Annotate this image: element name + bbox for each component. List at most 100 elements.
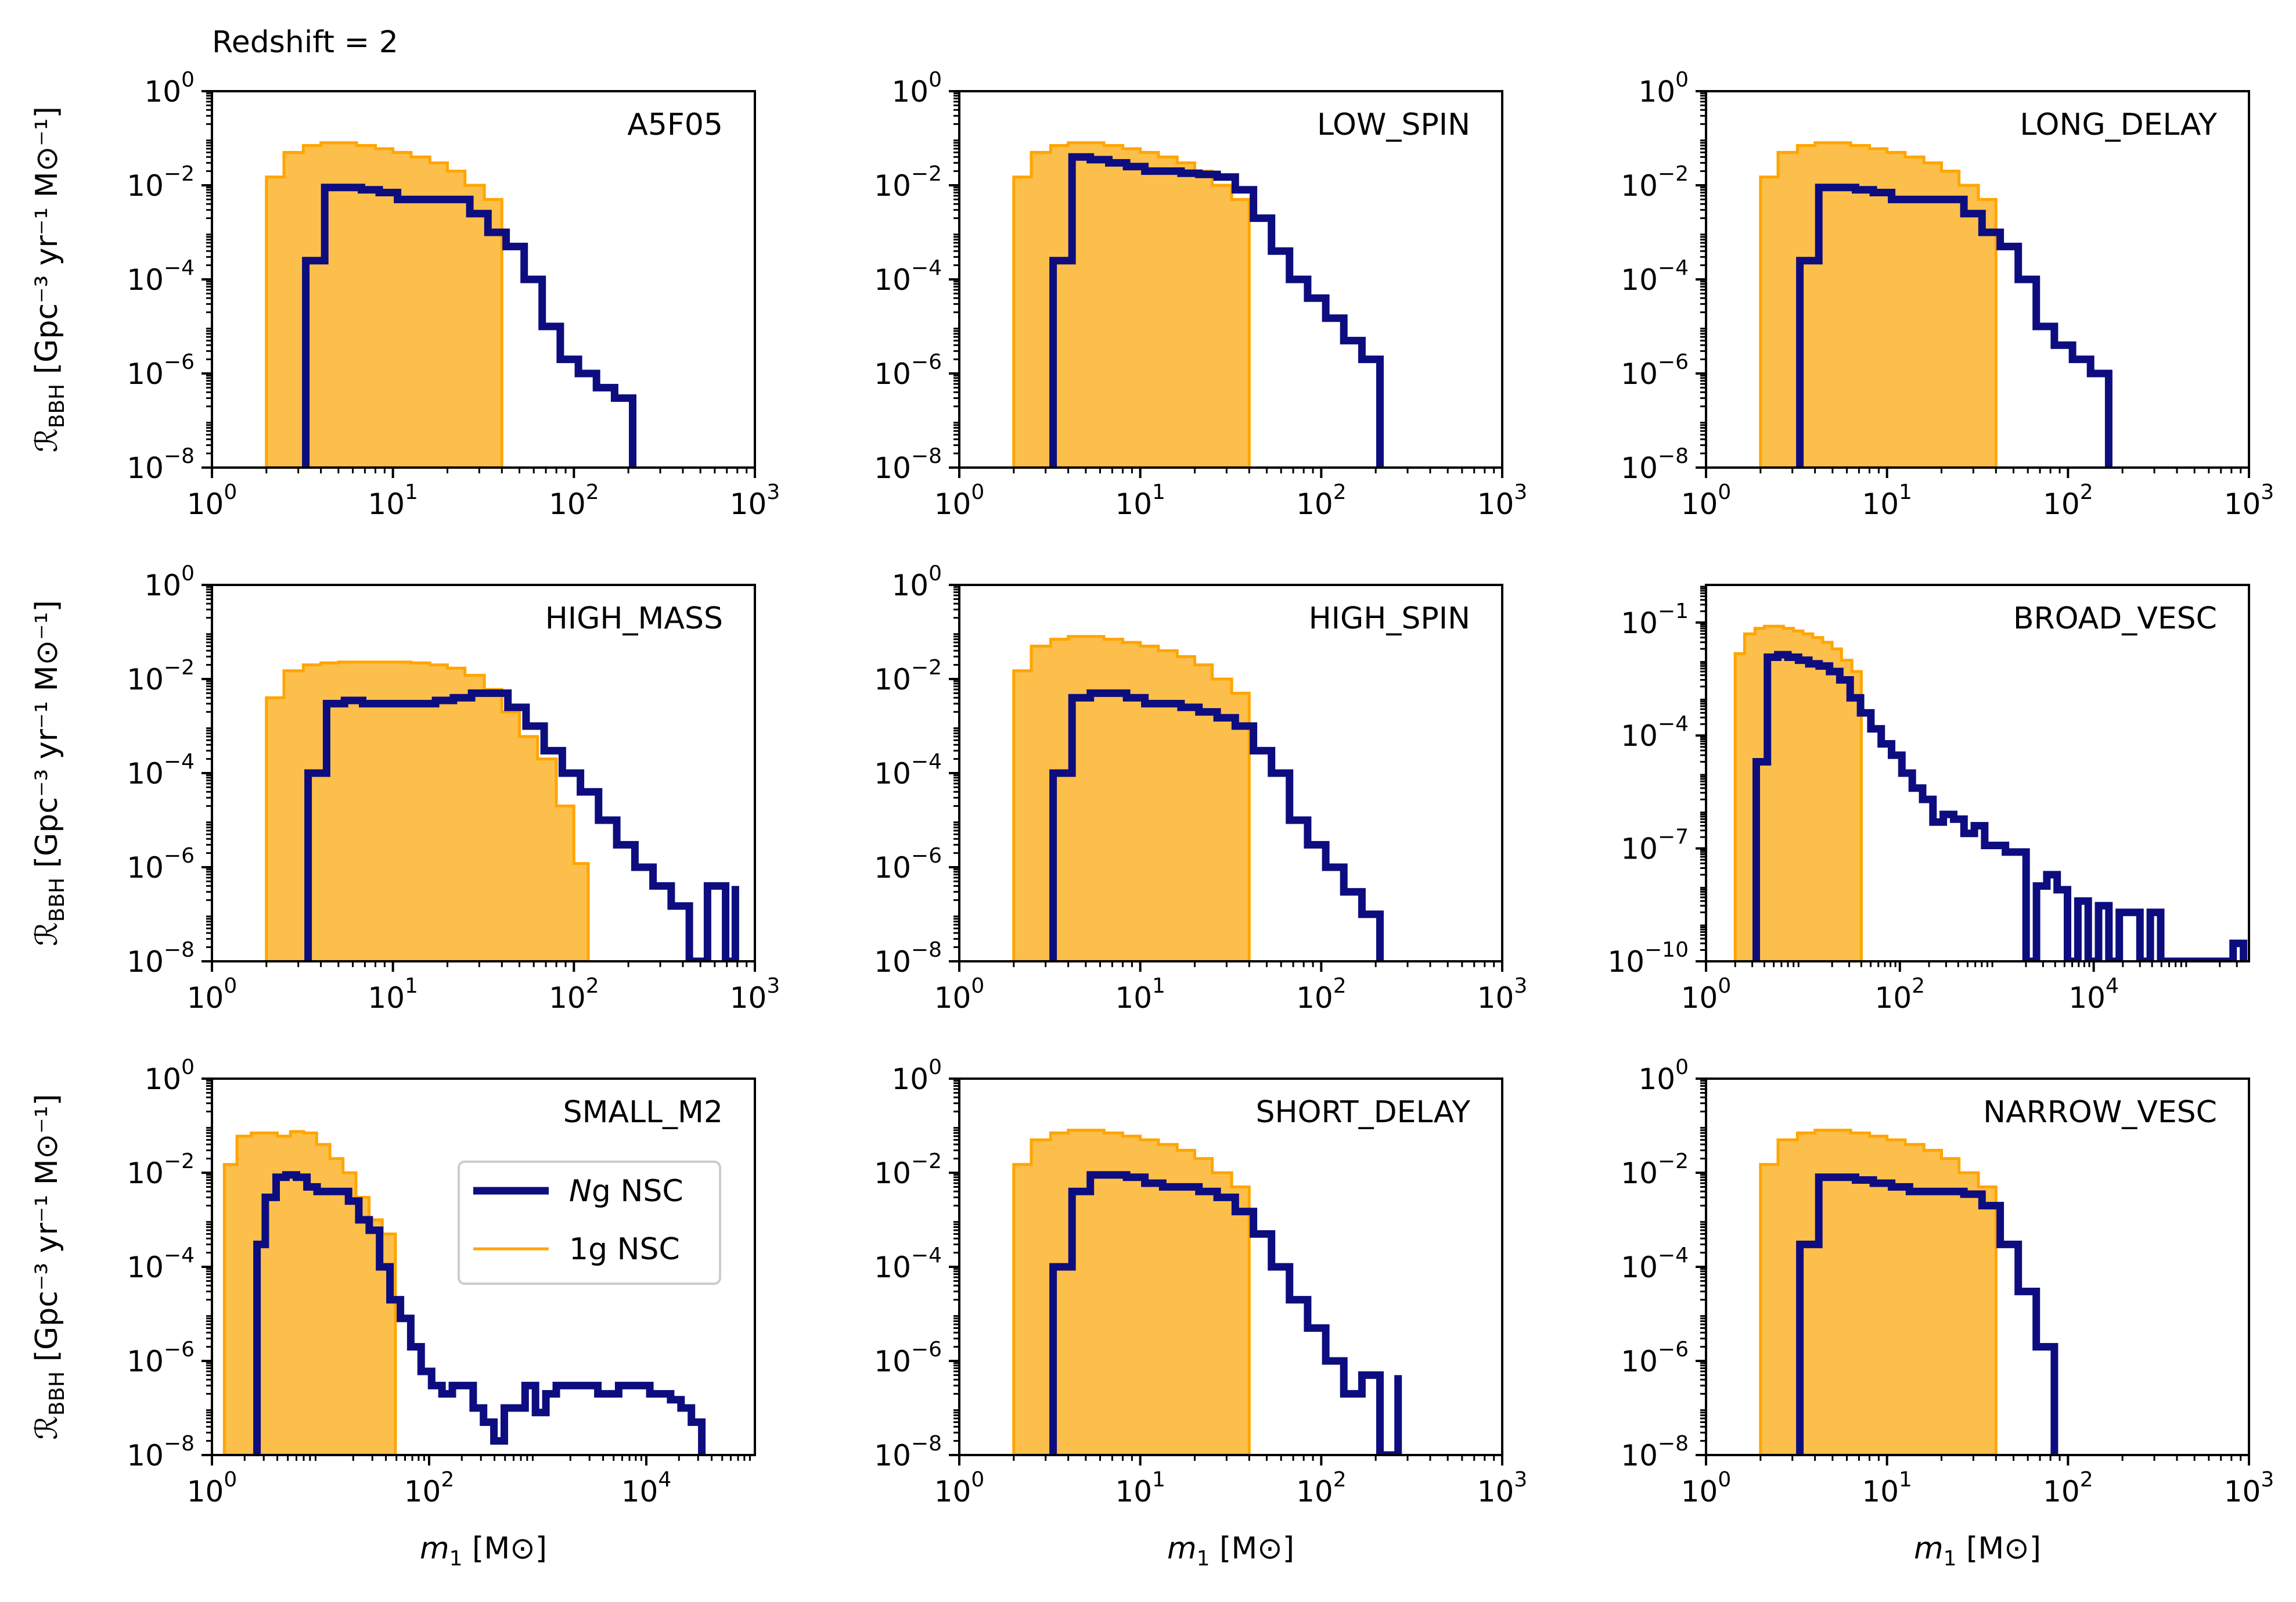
y-tick-label: 10−8: [127, 1432, 195, 1472]
y-tick-label: 10−8: [874, 444, 942, 485]
x-tick-label: 103: [2224, 480, 2275, 521]
series-ng-nsc: [1752, 651, 2248, 961]
x-tick-label: 104: [2068, 974, 2119, 1015]
y-axis-label: ℛBBH [Gpc⁻³ yr⁻¹ M⊙⁻¹]: [30, 1094, 69, 1440]
legend-label-1g: 1g NSC: [569, 1232, 680, 1267]
x-tick-label: 103: [2224, 1468, 2275, 1508]
panel-low_spin: 100 101 102 103 100 10−2 10−4 10−6 10−8 LOW_SPIN: [874, 68, 1527, 521]
y-tick-label: 100: [891, 68, 942, 109]
y-tick-label: 10−6: [127, 1338, 195, 1378]
y-tick-label: 10−2: [874, 1150, 942, 1190]
x-tick-label: 101: [1115, 974, 1165, 1015]
y-tick-label: 10−2: [127, 656, 195, 696]
legend: Ng NSC 1g NSC: [458, 1161, 721, 1285]
y-tick-label: 10−2: [874, 656, 942, 696]
panel-a5f05: 100 101 102 103 100 10−2 10−4 10−6 10−8 A5F05 ℛBBH…: [30, 68, 780, 521]
y-tick-label: 100: [1638, 68, 1689, 109]
panel-title: BROAD_VESC: [2013, 601, 2217, 636]
y-tick-label: 10−8: [1621, 1432, 1689, 1472]
series-ng-nsc: [302, 184, 636, 468]
y-tick-label: 100: [144, 562, 195, 602]
panel-title: HIGH_SPIN: [1309, 601, 1470, 636]
y-tick-label: 10−6: [874, 844, 942, 885]
redshift-label: Redshift = 2: [212, 25, 398, 60]
x-tick-label: 102: [1296, 974, 1347, 1015]
panel-broad_vesc: 100 102 104 10−1 10−4 10−7 10−10 BROAD_VESC: [1607, 584, 2250, 1015]
panel-title: LOW_SPIN: [1317, 107, 1470, 142]
x-tick-label: 100: [934, 480, 985, 521]
panel-short_delay: 100 101 102 103 100 10−2 10−4 10−6 10−8 SHORT_DEL…: [874, 1055, 1527, 1571]
y-tick-label: 10−2: [127, 162, 195, 203]
x-tick-label: 101: [368, 974, 418, 1015]
x-tick-label: 101: [368, 480, 418, 521]
x-tick-label: 100: [1681, 1468, 1732, 1508]
y-tick-label: 10−6: [1621, 1338, 1689, 1378]
panel-narrow_vesc: 100 101 102 103 100 10−2 10−4 10−6 10−8 NARROW_VE…: [1621, 1055, 2274, 1571]
x-tick-label: 104: [621, 1468, 672, 1508]
y-tick-label: 10−8: [127, 938, 195, 979]
x-tick-label: 100: [1681, 974, 1732, 1015]
y-tick-label: 10−8: [1621, 444, 1689, 485]
y-tick-label: 10−2: [127, 1150, 195, 1190]
series-1g-nsc: [1012, 141, 1251, 468]
x-tick-label: 101: [1115, 480, 1165, 521]
axes-frame: [1705, 584, 2250, 962]
series-ng-nsc: [1049, 689, 1384, 961]
y-tick-label: 10−4: [127, 1244, 195, 1284]
y-tick-label: 10−7: [1621, 825, 1689, 866]
y-tick-label: 10−4: [127, 256, 195, 297]
series-1g-nsc: [1759, 1129, 1998, 1455]
y-tick-label: 10−6: [127, 844, 195, 885]
x-tick-label: 101: [1115, 1468, 1165, 1508]
series-ng-nsc: [253, 1171, 706, 1455]
y-tick-label: 100: [144, 68, 195, 109]
y-tick-label: 100: [144, 1055, 195, 1096]
x-tick-label: 102: [549, 974, 599, 1015]
y-tick-label: 100: [891, 1055, 942, 1096]
y-tick-label: 10−6: [874, 1338, 942, 1378]
y-tick-label: 10−6: [1621, 350, 1689, 391]
panel-title: LONG_DELAY: [2020, 107, 2217, 142]
x-tick-label: 100: [187, 974, 237, 1015]
panel-title: NARROW_VESC: [1983, 1095, 2217, 1130]
x-tick-label: 103: [730, 480, 780, 521]
x-tick-label: 100: [187, 1468, 237, 1508]
x-tick-label: 101: [1862, 480, 1912, 521]
x-tick-label: 102: [549, 480, 599, 521]
series-1g-nsc: [1012, 635, 1251, 961]
y-axis-label: ℛBBH [Gpc⁻³ yr⁻¹ M⊙⁻¹]: [30, 106, 69, 452]
y-tick-label: 10−6: [874, 350, 942, 391]
y-tick-label: 100: [1638, 1055, 1689, 1096]
y-tick-label: 10−6: [127, 350, 195, 391]
panel-title: HIGH_MASS: [545, 601, 723, 636]
x-tick-label: 102: [1296, 1468, 1347, 1508]
x-tick-label: 101: [1862, 1468, 1912, 1508]
panel-title: SHORT_DELAY: [1255, 1095, 1470, 1130]
y-axis-label: ℛBBH [Gpc⁻³ yr⁻¹ M⊙⁻¹]: [30, 600, 69, 946]
y-tick-label: 10−4: [874, 1244, 942, 1284]
y-tick-label: 100: [891, 562, 942, 602]
x-tick-label: 100: [187, 480, 237, 521]
y-tick-label: 10−8: [874, 938, 942, 979]
panel-long_delay: 100 101 102 103 100 10−2 10−4 10−6 10−8 LONG_DELA…: [1621, 68, 2274, 521]
panels: 100 101 102 103 100 10−2 10−4 10−6 10−8 A5F05 ℛBBH…: [30, 68, 2274, 1571]
x-axis-label: m1 [M⊙]: [1914, 1531, 2041, 1571]
series-ng-nsc: [1049, 153, 1384, 468]
x-tick-label: 103: [1477, 974, 1528, 1015]
x-tick-label: 102: [1875, 974, 1926, 1015]
x-axis-label: m1 [M⊙]: [1167, 1531, 1294, 1571]
panel-title: A5F05: [627, 107, 723, 142]
series-ng-nsc: [304, 689, 739, 961]
x-tick-label: 103: [730, 974, 780, 1015]
y-tick-label: 10−4: [1621, 1244, 1689, 1284]
series-1g-nsc: [265, 660, 590, 961]
series-ng-nsc: [1049, 1171, 1402, 1455]
x-tick-label: 100: [934, 1468, 985, 1508]
panel-title: SMALL_M2: [563, 1095, 723, 1130]
series-ng-nsc: [1796, 184, 2113, 468]
y-tick-label: 10−8: [874, 1432, 942, 1472]
y-tick-label: 10−4: [1621, 256, 1689, 297]
panel-small_m2: 100 102 104 100 10−2 10−4 10−6 10−8 SMALL_M2 ℛBBH…: [30, 1055, 756, 1571]
x-axis-label: m1 [M⊙]: [420, 1531, 547, 1571]
